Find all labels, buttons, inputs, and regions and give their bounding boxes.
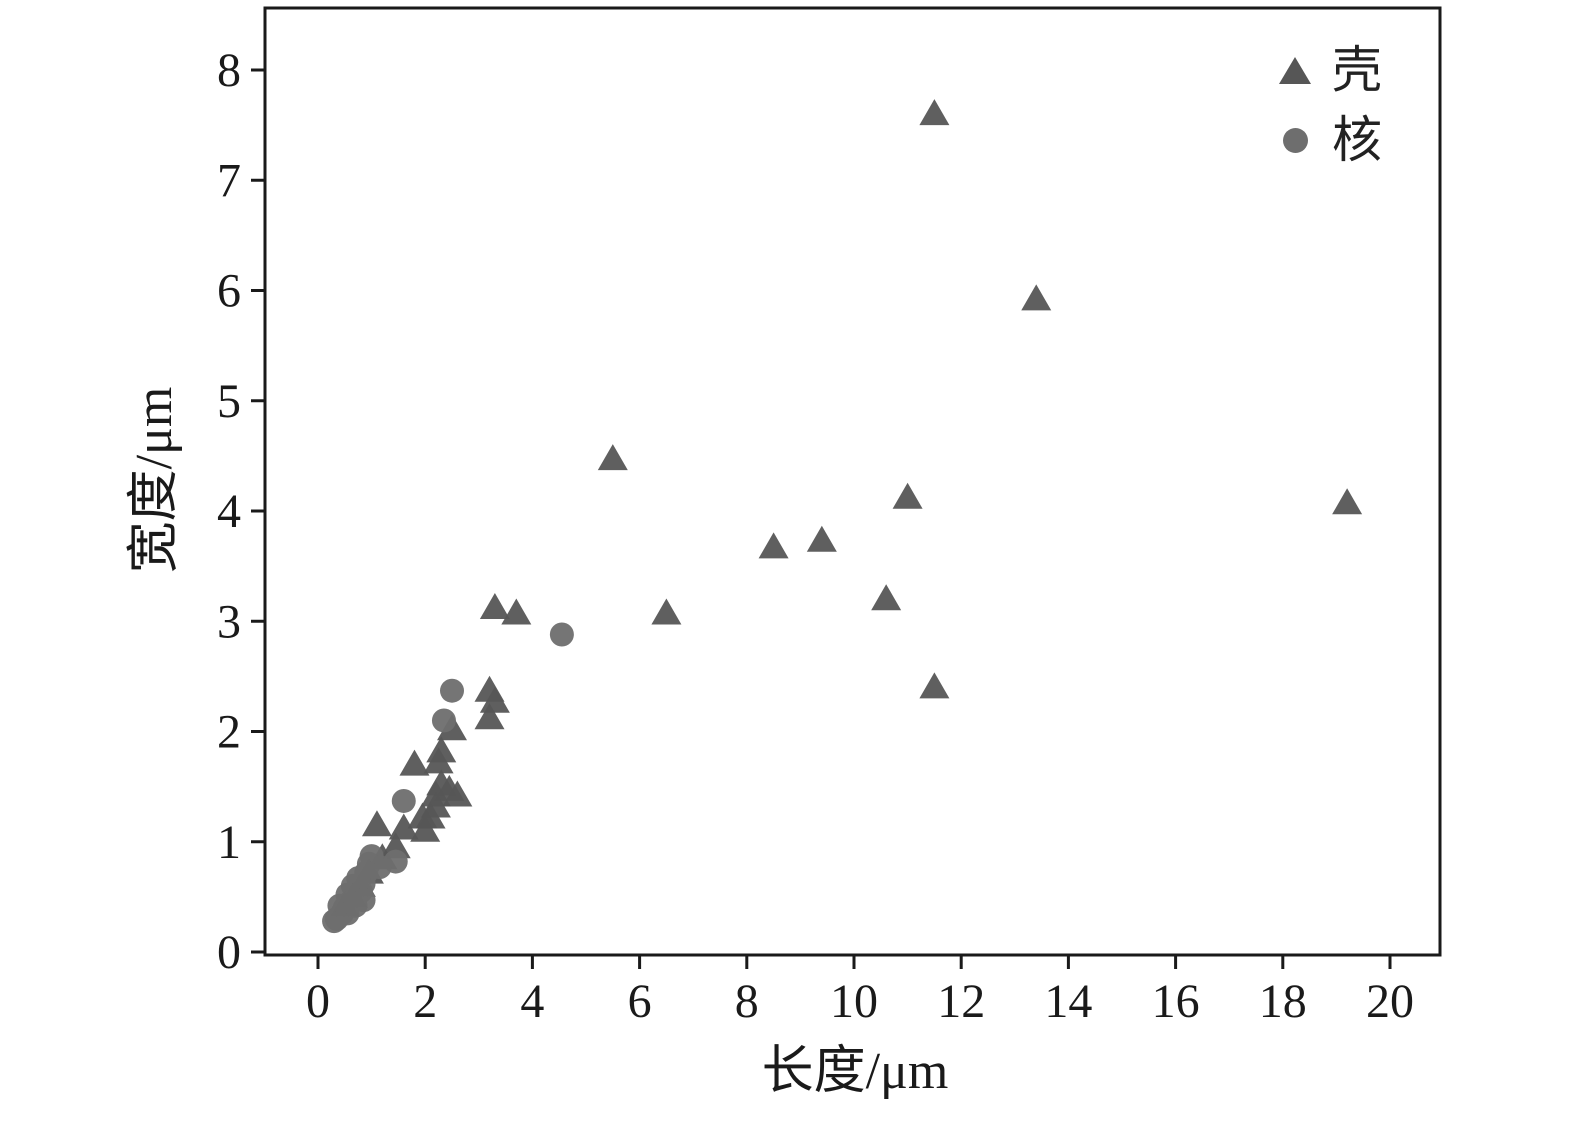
svg-text:8: 8 [217, 44, 241, 97]
svg-text:7: 7 [217, 154, 241, 207]
circle-marker-icon [1278, 127, 1312, 153]
svg-text:0: 0 [306, 975, 330, 1028]
svg-text:3: 3 [217, 595, 241, 648]
y-axis-label: 宽度/μm [126, 386, 183, 574]
triangle-marker-icon [1278, 56, 1312, 84]
legend-label-shell: 壳 [1332, 42, 1382, 98]
svg-text:4: 4 [520, 975, 544, 1028]
svg-text:16: 16 [1152, 975, 1200, 1028]
svg-text:1: 1 [217, 816, 241, 869]
svg-text:10: 10 [830, 975, 878, 1028]
svg-text:5: 5 [217, 375, 241, 428]
svg-text:4: 4 [217, 485, 241, 538]
svg-text:2: 2 [413, 975, 437, 1028]
svg-text:8: 8 [735, 975, 759, 1028]
svg-text:18: 18 [1259, 975, 1307, 1028]
svg-text:20: 20 [1366, 975, 1414, 1028]
legend-label-core: 核 [1332, 112, 1382, 168]
legend-item-shell: 壳 [1278, 42, 1382, 98]
legend: 壳 核 [1278, 42, 1382, 168]
svg-text:2: 2 [217, 706, 241, 759]
svg-text:14: 14 [1044, 975, 1092, 1028]
svg-text:6: 6 [217, 265, 241, 318]
x-axis-label: 长度/μm [761, 1043, 949, 1100]
legend-item-core: 核 [1278, 112, 1382, 168]
svg-text:6: 6 [628, 975, 652, 1028]
svg-text:0: 0 [217, 926, 241, 979]
svg-text:12: 12 [937, 975, 985, 1028]
